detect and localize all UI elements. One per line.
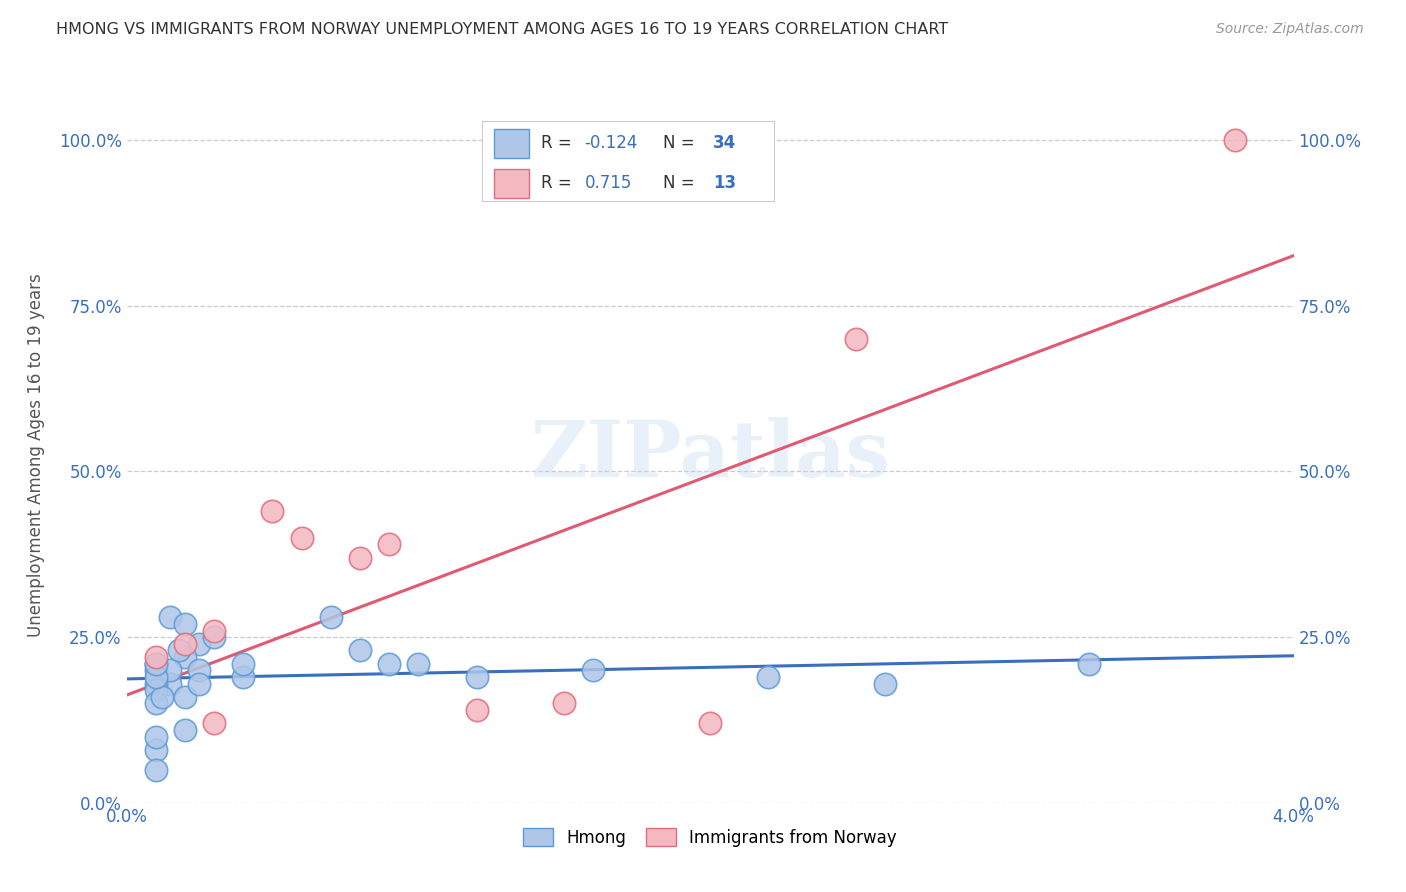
Text: -0.124: -0.124: [585, 135, 638, 153]
Point: [232, 657, 254, 671]
Point: [145, 650, 167, 665]
Point: [408, 657, 430, 671]
Point: [145, 697, 167, 711]
Point: [699, 716, 721, 731]
Point: [756, 670, 779, 684]
Text: ZIPatlas: ZIPatlas: [530, 417, 890, 493]
Point: [145, 683, 167, 698]
Legend: Hmong, Immigrants from Norway: Hmong, Immigrants from Norway: [516, 822, 904, 854]
Point: [188, 676, 211, 690]
Point: [582, 663, 605, 677]
Point: [319, 610, 342, 624]
Point: [290, 531, 312, 545]
Text: R =: R =: [541, 174, 576, 193]
Point: [465, 703, 488, 717]
Text: 13: 13: [713, 174, 737, 193]
Text: 34: 34: [713, 135, 737, 153]
Text: R =: R =: [541, 135, 576, 153]
Point: [202, 624, 225, 638]
Point: [167, 643, 190, 657]
Point: [378, 537, 401, 551]
Bar: [494, 129, 529, 158]
Point: [150, 690, 173, 704]
Point: [465, 670, 488, 684]
Point: [378, 657, 401, 671]
Point: [349, 550, 371, 565]
Bar: [494, 169, 529, 198]
Text: Source: ZipAtlas.com: Source: ZipAtlas.com: [1216, 22, 1364, 37]
Point: [174, 637, 197, 651]
Point: [159, 676, 181, 690]
Point: [174, 616, 197, 631]
Point: [188, 663, 211, 677]
Y-axis label: Unemployment Among Ages 16 to 19 years: Unemployment Among Ages 16 to 19 years: [27, 273, 45, 637]
Point: [1078, 657, 1101, 671]
Point: [159, 610, 181, 624]
Point: [145, 676, 167, 690]
Point: [188, 637, 211, 651]
Point: [145, 657, 167, 671]
Point: [845, 332, 868, 346]
Point: [202, 716, 225, 731]
Point: [159, 663, 181, 677]
Text: N =: N =: [664, 174, 700, 193]
Point: [145, 663, 167, 677]
Point: [174, 690, 197, 704]
Text: HMONG VS IMMIGRANTS FROM NORWAY UNEMPLOYMENT AMONG AGES 16 TO 19 YEARS CORRELATI: HMONG VS IMMIGRANTS FROM NORWAY UNEMPLOY…: [56, 22, 949, 37]
Point: [232, 670, 254, 684]
Point: [873, 676, 897, 690]
Point: [145, 743, 167, 757]
Point: [553, 697, 575, 711]
Point: [202, 630, 225, 644]
Point: [349, 643, 371, 657]
Point: [145, 670, 167, 684]
Point: [145, 657, 167, 671]
Point: [174, 723, 197, 737]
Point: [145, 763, 167, 777]
Point: [174, 650, 197, 665]
Text: N =: N =: [664, 135, 700, 153]
Point: [145, 730, 167, 744]
Text: 0.715: 0.715: [585, 174, 631, 193]
Point: [262, 504, 284, 518]
Point: [1223, 133, 1247, 147]
